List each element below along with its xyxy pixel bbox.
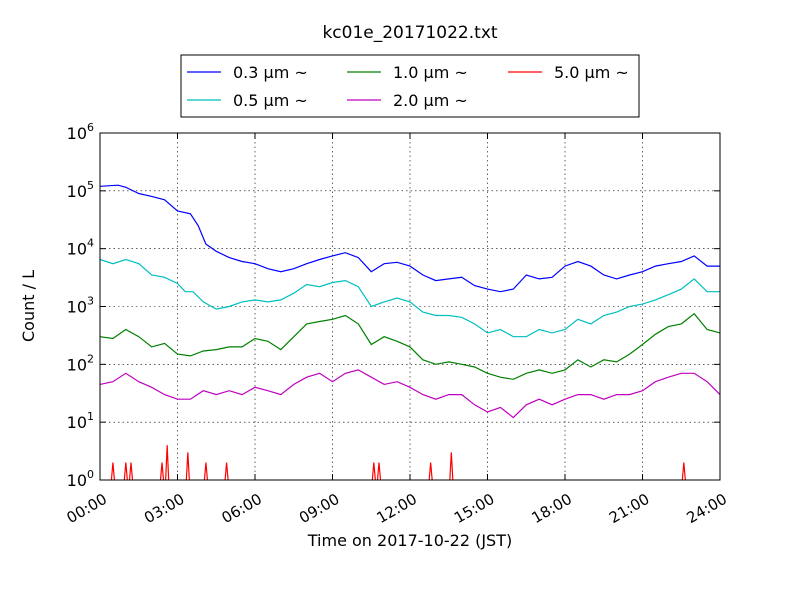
y-axis-label: Count / L bbox=[19, 270, 38, 342]
chart-title: kc01e_20171022.txt bbox=[322, 23, 497, 43]
legend-item-1: 0.5 μm ~ bbox=[187, 91, 308, 110]
x-tick-label: 21:00 bbox=[606, 490, 652, 527]
legend-label: 5.0 μm ~ bbox=[554, 63, 629, 82]
x-tick-label: 00:00 bbox=[64, 490, 110, 527]
x-tick-label: 03:00 bbox=[141, 490, 187, 527]
x-tick-label: 06:00 bbox=[219, 490, 265, 527]
y-tick-label: 103 bbox=[67, 295, 94, 317]
spike-mark bbox=[185, 452, 190, 481]
series-line-3 bbox=[99, 369, 721, 419]
x-tick-label: 15:00 bbox=[451, 490, 497, 527]
spike-mark bbox=[224, 462, 229, 481]
series-line-1 bbox=[99, 258, 720, 338]
spike-mark bbox=[203, 462, 209, 481]
legend-box bbox=[180, 54, 640, 118]
x-tick-label: 09:00 bbox=[296, 490, 342, 527]
legend-label: 0.3 μm ~ bbox=[233, 63, 308, 82]
spike-mark bbox=[159, 462, 165, 481]
y-tick-label: 104 bbox=[67, 237, 94, 259]
legend-label: 0.5 μm ~ bbox=[233, 91, 308, 110]
y-axis: 100 101 102 103 104 105 106 bbox=[67, 121, 720, 490]
spike-mark bbox=[376, 462, 382, 481]
legend-label: 1.0 μm ~ bbox=[393, 63, 468, 82]
series-line-0 bbox=[99, 184, 720, 293]
y-tick-label: 100 bbox=[67, 468, 94, 490]
y-tick-label: 101 bbox=[67, 410, 94, 432]
legend-item-4: 5.0 μm ~ bbox=[508, 63, 629, 82]
x-axis: 00:00 03:00 06:00 09:00 12:00 15:00 18:00 21:00… bbox=[64, 133, 730, 527]
grid bbox=[100, 133, 720, 480]
x-tick-label: 18:00 bbox=[529, 490, 575, 527]
x-tick-label: 12:00 bbox=[374, 490, 420, 527]
legend-item-0: 0.3 μm ~ bbox=[187, 63, 308, 82]
legend-item-3: 2.0 μm ~ bbox=[347, 91, 468, 110]
legend: 0.3 μm ~ 0.5 μm ~ 1.0 μm ~ 2.0 μm ~ 5.0 μm ~ bbox=[180, 54, 640, 118]
series-line-2 bbox=[99, 312, 721, 380]
spike-mark bbox=[449, 452, 454, 481]
x-axis-label: Time on 2017-10-22 (JST) bbox=[307, 531, 512, 550]
spike-mark bbox=[428, 462, 433, 481]
spike-mark bbox=[371, 462, 376, 481]
spike-mark bbox=[681, 462, 686, 481]
spike-mark bbox=[110, 462, 116, 481]
legend-item-2: 1.0 μm ~ bbox=[347, 63, 468, 82]
y-tick-label: 106 bbox=[67, 121, 94, 143]
x-tick-label: 24:00 bbox=[684, 490, 730, 527]
legend-label: 2.0 μm ~ bbox=[393, 91, 468, 110]
series-layer bbox=[99, 184, 721, 481]
y-tick-label: 105 bbox=[67, 179, 94, 201]
spike-mark bbox=[123, 462, 128, 481]
spike-mark bbox=[128, 462, 134, 481]
y-tick-label: 102 bbox=[67, 352, 94, 374]
spike-mark bbox=[165, 445, 170, 481]
